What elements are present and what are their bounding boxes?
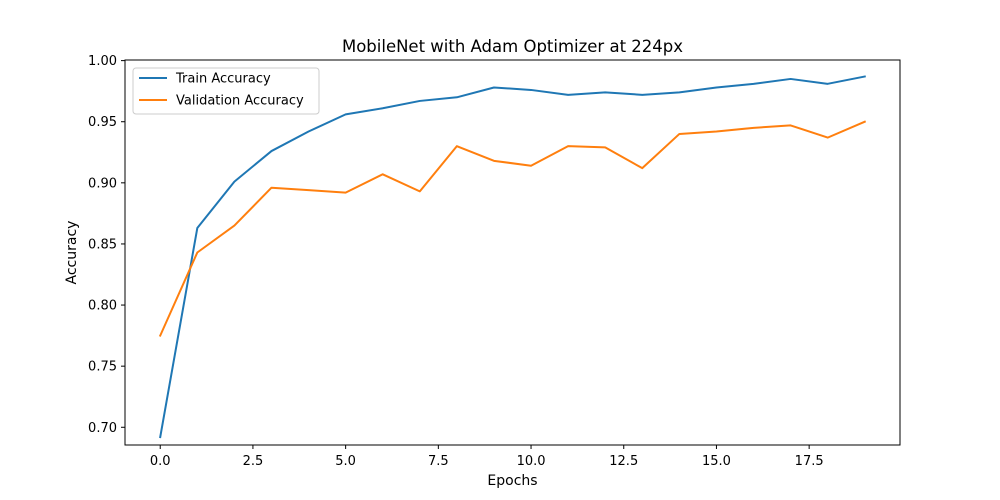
plot-area bbox=[124, 59, 901, 446]
x-tick-label: 12.5 bbox=[609, 454, 638, 469]
legend: Train Accuracy Validation Accuracy bbox=[132, 67, 320, 115]
series-line-train-accuracy bbox=[159, 75, 866, 439]
y-tick-label: 0.80 bbox=[88, 299, 117, 314]
x-tick-label: 17.5 bbox=[795, 454, 824, 469]
x-tick-label: 2.5 bbox=[243, 454, 264, 469]
y-tick-label: 0.70 bbox=[88, 421, 117, 436]
y-axis: 0.70 0.75 0.80 0.85 0.90 0.95 1.00 bbox=[88, 54, 125, 436]
y-tick-label: 0.90 bbox=[88, 176, 117, 191]
chart-title: MobileNet with Adam Optimizer at 224px bbox=[342, 37, 683, 56]
axes-frame bbox=[124, 59, 901, 446]
y-axis-label: Accuracy bbox=[64, 221, 80, 285]
legend-label: Train Accuracy bbox=[175, 72, 271, 87]
series-line-validation-accuracy bbox=[158, 120, 867, 337]
x-axis: 0.0 2.5 5.0 7.5 10.0 12.5 15.0 17.5 bbox=[150, 445, 824, 469]
x-tick-label: 15.0 bbox=[702, 454, 731, 469]
x-axis-label: Epochs bbox=[487, 473, 537, 489]
y-tick-label: 1.00 bbox=[88, 54, 117, 69]
x-tick-label: 0.0 bbox=[150, 454, 171, 469]
series-layer bbox=[158, 75, 867, 439]
legend-label: Validation Accuracy bbox=[176, 94, 304, 109]
x-tick-label: 5.0 bbox=[335, 454, 356, 469]
legend-box bbox=[132, 67, 320, 115]
x-tick-label: 7.5 bbox=[428, 454, 449, 469]
y-tick-label: 0.95 bbox=[88, 115, 117, 130]
y-tick-label: 0.75 bbox=[88, 360, 117, 375]
y-tick-label: 0.85 bbox=[88, 237, 117, 252]
x-tick-label: 10.0 bbox=[517, 454, 546, 469]
